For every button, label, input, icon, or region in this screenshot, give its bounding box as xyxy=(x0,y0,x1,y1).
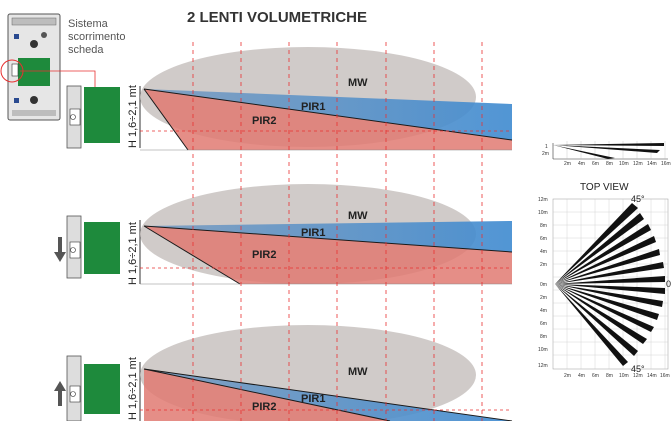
svg-text:6m: 6m xyxy=(592,161,599,167)
svg-text:16m: 16m xyxy=(660,373,670,379)
pir2-label: PIR2 xyxy=(252,401,276,413)
svg-text:12m: 12m xyxy=(633,373,643,379)
svg-text:10m: 10m xyxy=(538,210,548,216)
svg-text:16m: 16m xyxy=(661,161,671,167)
board-detail xyxy=(66,355,120,421)
top-view-title: TOP VIEW xyxy=(580,182,629,193)
svg-text:2m: 2m xyxy=(540,295,547,301)
svg-text:4m: 4m xyxy=(578,161,585,167)
svg-text:14m: 14m xyxy=(647,373,657,379)
mw-label: MW xyxy=(348,77,368,89)
distance-guides xyxy=(192,42,483,421)
height-label: H 1,6÷2,1 mt xyxy=(127,222,139,285)
page-title: 2 LENTI VOLUMETRICHE xyxy=(187,9,367,26)
side-view-mini: 1 2m 2m 4m 6m 8m 10m 12m 14m 16m xyxy=(542,141,671,167)
svg-text:4m: 4m xyxy=(540,249,547,255)
board-detail xyxy=(66,215,120,279)
mw-label: MW xyxy=(348,210,368,222)
svg-text:6m: 6m xyxy=(540,321,547,327)
board-caption: Sistema scorrimento scheda xyxy=(68,18,129,56)
pir2-beam xyxy=(144,226,512,284)
top-view-y-ticks: 12m 10m 8m 6m 4m 2m 0m 2m 4m 6m 8m 10m 1… xyxy=(538,197,548,369)
svg-text:0m: 0m xyxy=(540,282,547,288)
svg-text:8m: 8m xyxy=(540,334,547,340)
svg-text:2m: 2m xyxy=(542,151,549,157)
svg-text:14m: 14m xyxy=(647,161,657,167)
height-label: H 1,6÷2,1 mt xyxy=(127,357,139,420)
pir1-label: PIR1 xyxy=(301,393,325,405)
pir2-label: PIR2 xyxy=(252,249,276,261)
svg-text:6m: 6m xyxy=(592,373,599,379)
pir2-beam xyxy=(144,89,512,150)
panel-3: H 1,6÷2,1 mt MW PIR1 PIR2 xyxy=(54,325,513,421)
svg-text:10m: 10m xyxy=(619,161,629,167)
mw-label: MW xyxy=(348,366,368,378)
pir2-label: PIR2 xyxy=(252,115,276,127)
panel-2: H 1,6÷2,1 mt MW PIR1 PIR2 xyxy=(54,184,513,285)
svg-text:2m: 2m xyxy=(564,161,571,167)
svg-text:12m: 12m xyxy=(538,363,548,369)
pir1-beam xyxy=(144,221,512,252)
top-view: TOP VIEW xyxy=(538,182,671,379)
arrow-up-icon xyxy=(54,381,66,406)
svg-text:8m: 8m xyxy=(540,223,547,229)
pir1-label: PIR1 xyxy=(301,227,325,239)
arrow-down-icon xyxy=(54,237,66,262)
svg-text:2m: 2m xyxy=(564,373,571,379)
angle-right-label: 0 xyxy=(666,279,671,289)
svg-text:10m: 10m xyxy=(538,347,548,353)
panel-1: H 1,6÷2,1 mt MW PIR1 PIR2 xyxy=(66,47,513,151)
svg-text:8m: 8m xyxy=(606,161,613,167)
svg-text:12m: 12m xyxy=(538,197,548,203)
svg-text:8m: 8m xyxy=(606,373,613,379)
pir1-label: PIR1 xyxy=(301,101,325,113)
svg-text:1: 1 xyxy=(545,144,548,150)
angle-top-label: 45° xyxy=(631,194,645,204)
board-device xyxy=(0,13,96,121)
angle-bottom-label: 45° xyxy=(631,364,645,374)
svg-text:10m: 10m xyxy=(619,373,629,379)
height-label: H 1,6÷2,1 mt xyxy=(127,85,139,148)
svg-text:4m: 4m xyxy=(540,308,547,314)
svg-text:6m: 6m xyxy=(540,236,547,242)
top-view-x-ticks: 2m 4m 6m 8m 10m 12m 14m 16m xyxy=(564,373,670,379)
svg-text:4m: 4m xyxy=(578,373,585,379)
svg-text:2m: 2m xyxy=(540,262,547,268)
detection-fan xyxy=(555,203,665,366)
svg-text:12m: 12m xyxy=(633,161,643,167)
board-detail xyxy=(66,85,120,149)
